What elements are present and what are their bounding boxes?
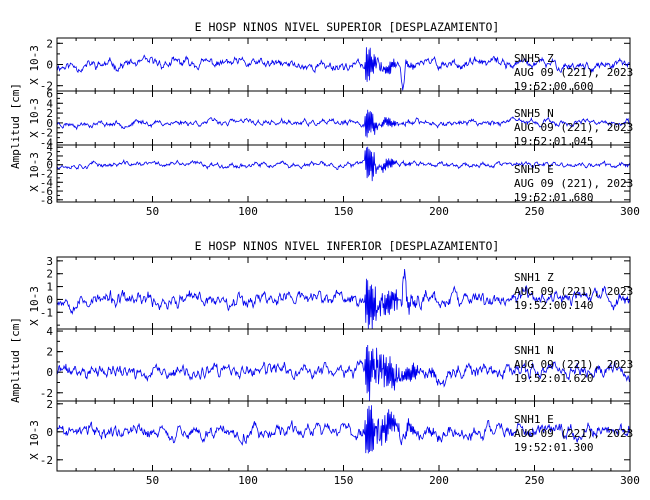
y-tick-label: 6 [46, 87, 53, 100]
y-tick-label: 2 [46, 107, 53, 120]
y-tick-label: 0 [46, 59, 53, 72]
panel-ticks: -2 0 2 [40, 398, 630, 467]
y-tick-label: -8 [40, 194, 53, 207]
trace-snh5-z [56, 47, 631, 91]
x-tick-label: 250 [525, 205, 545, 218]
chart-inferior: E HOSP NINOS NIVEL INFERIOR [DESPLAZAMIE… [9, 239, 640, 487]
date-label: AUG 09 (221), 2023 [514, 121, 633, 134]
station-label: SNH1 E [514, 413, 554, 426]
time-label: 19:52:00.600 [514, 80, 593, 93]
x-tick-label: 250 [525, 474, 545, 487]
y-tick-label: -4 [40, 176, 54, 189]
time-label: 19:52:01.620 [514, 372, 593, 385]
station-label: SNH5 Z [514, 52, 554, 65]
trace-snh5-e [56, 146, 631, 182]
x-tick-label: 50 [146, 205, 159, 218]
date-label: AUG 09 (221), 2023 [514, 177, 633, 190]
x-axis: 50 100 150 200 250 300 [75, 38, 640, 218]
unit-label: X 10-3 [28, 420, 41, 460]
y-tick-label: 0 [46, 366, 53, 379]
y-tick-label: -2 [40, 127, 53, 140]
chart-superior: E HOSP NINOS NIVEL SUPERIOR [DESPLAZAMIE… [9, 20, 640, 218]
y-tick-label: 0 [46, 159, 53, 172]
y-tick-label: 2 [46, 346, 53, 359]
station-label: SNH1 Z [514, 271, 554, 284]
panel-snh1-n: -2 0 2 4 SNH1 N AUG 09 (221), 2023 19:52:01… [40, 325, 633, 402]
panel-snh1-e: -2 0 2 SNH1 E AUG 09 (221), 2023 19:52:01.… [28, 398, 633, 472]
x-tick-label: 150 [334, 474, 354, 487]
unit-label: X 10-3 [28, 286, 41, 326]
station-label: SNH5 E [514, 163, 554, 176]
time-label: 19:52:01.680 [514, 191, 593, 204]
x-tick-label: 150 [334, 205, 354, 218]
y-tick-label: -2 [40, 168, 53, 181]
date-label: AUG 09 (221), 2023 [514, 427, 633, 440]
y-tick-label: -2 [40, 387, 53, 400]
y-tick-label: 0 [46, 426, 53, 439]
x-tick-label: 300 [620, 474, 640, 487]
y-tick-label: 4 [46, 141, 53, 154]
x-tick-label: 100 [238, 474, 258, 487]
trace-snh5-n [56, 109, 631, 138]
y-tick-label: 4 [46, 97, 53, 110]
y-axis-label: Amplitud [cm] [9, 317, 22, 403]
trace-snh1-n [56, 344, 631, 401]
x-tick-label: 100 [238, 205, 258, 218]
y-tick-label: -2 [40, 80, 53, 93]
date-label: AUG 09 (221), 2023 [514, 66, 633, 79]
station-label: SNH1 N [514, 344, 554, 357]
y-tick-label: -2 [40, 454, 53, 467]
y-tick-label: 1 [46, 281, 53, 294]
y-tick-label: 2 [46, 398, 53, 411]
y-tick-label: 4 [46, 325, 53, 338]
date-label: AUG 09 (221), 2023 [514, 358, 633, 371]
trace-snh1-e [56, 405, 631, 454]
chart-title: E HOSP NINOS NIVEL INFERIOR [DESPLAZAMIE… [195, 239, 500, 253]
x-tick-label: 50 [146, 474, 159, 487]
station-label: SNH5 N [514, 107, 554, 120]
y-tick-label: -1 [40, 306, 53, 319]
chart-title: E HOSP NINOS NIVEL SUPERIOR [DESPLAZAMIE… [195, 20, 500, 34]
y-tick-label: 2 [46, 37, 53, 50]
y-axis-label: Amplitud [cm] [9, 83, 22, 169]
x-tick-label: 300 [620, 205, 640, 218]
unit-label: X 10-3 [28, 98, 41, 138]
time-label: 19:52:01.300 [514, 441, 593, 454]
x-axis: 50 100 150 200 250 300 [75, 257, 640, 487]
unit-label: X 10-3 [28, 45, 41, 85]
y-tick-label: 0 [46, 293, 53, 306]
y-tick-label: 2 [46, 268, 53, 281]
unit-label: X 10-3 [28, 152, 41, 192]
x-tick-label: 200 [429, 205, 449, 218]
y-tick-label: -4 [40, 137, 54, 150]
trace-snh1-z [56, 268, 631, 330]
y-tick-label: 2 [46, 150, 53, 163]
y-tick-label: -6 [40, 185, 53, 198]
y-tick-label: 0 [46, 117, 53, 130]
time-label: 19:52:00.140 [514, 299, 593, 312]
x-tick-label: 200 [429, 474, 449, 487]
date-label: AUG 09 (221), 2023 [514, 285, 633, 298]
y-tick-label: 3 [46, 255, 53, 268]
panel-snh5-z: -2 0 2 SNH5 Z AUG 09 (221), 2023 19:52:00.… [28, 37, 633, 93]
